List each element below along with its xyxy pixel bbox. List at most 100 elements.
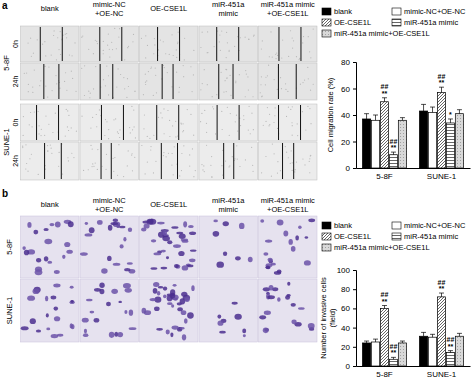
scratch-edge (216, 27, 217, 61)
image-speck (176, 57, 177, 58)
image-speck (47, 151, 48, 152)
scratch-image (21, 63, 80, 100)
error-bar (421, 332, 426, 336)
scratch-image (259, 26, 318, 62)
stained-cell (191, 285, 194, 291)
image-speck (275, 54, 276, 55)
scratch-edge (278, 27, 279, 61)
image-speck (51, 148, 52, 149)
tick: 40 (341, 111, 356, 120)
image-speck (143, 94, 144, 95)
image-speck (163, 133, 164, 134)
legend: blankmimic-NC+OE-NCOE-CSE1LmiR-451a mimi… (322, 7, 466, 38)
scratch-edge (239, 105, 240, 140)
invasion-image (21, 279, 80, 342)
column-header: blank (41, 200, 59, 209)
image-speck (302, 111, 303, 112)
image-speck (53, 35, 54, 36)
image-speck (288, 157, 289, 158)
stained-cell (99, 283, 104, 288)
image-speck (109, 49, 110, 50)
cell-line-label: 5-8F (2, 55, 11, 71)
annotations: ##**##**##*** (381, 73, 453, 151)
image-speck (212, 106, 213, 107)
stained-cell (62, 255, 65, 259)
image-speck (133, 34, 134, 35)
tick: 20 (341, 343, 356, 352)
image-speck (229, 165, 230, 166)
image-speck (226, 57, 227, 58)
stained-cell (182, 265, 189, 270)
image-speck (109, 56, 110, 57)
image-speck (74, 42, 75, 43)
image-speck (113, 171, 114, 172)
image-speck (206, 132, 207, 133)
image-speck (225, 80, 226, 81)
timepoint-label: 24h (12, 155, 19, 167)
image-speck (235, 82, 236, 83)
scratch-edge (123, 105, 124, 140)
image-speck (181, 153, 182, 154)
image-speck (165, 53, 166, 54)
image-speck (71, 71, 72, 72)
stained-cell (129, 327, 137, 330)
tick-mark (353, 62, 356, 63)
stained-cell (55, 222, 61, 228)
image-speck (200, 47, 201, 48)
image-speck (176, 72, 177, 73)
y-axis: 020406080100 (337, 266, 357, 371)
tick: SUNE-1 (427, 366, 457, 379)
image-speck (66, 33, 67, 34)
image-speck (171, 153, 172, 154)
image-speck (248, 39, 249, 40)
image-speck (31, 56, 32, 57)
image-speck (116, 48, 117, 49)
significance-mark: ** (391, 144, 397, 151)
scratch-edge (157, 27, 158, 61)
legend-label: blank (334, 221, 352, 230)
image-speck (240, 37, 241, 38)
image-speck (300, 84, 301, 85)
image-speck (115, 118, 116, 119)
image-speck (309, 108, 310, 109)
image-speck (130, 132, 131, 133)
image-speck (263, 125, 264, 126)
image-speck (285, 89, 286, 90)
image-speck (145, 35, 146, 36)
stained-cell (22, 246, 25, 250)
image-speck (313, 84, 314, 85)
image-speck (292, 125, 293, 126)
legend-swatch (392, 233, 401, 240)
scratch-edge (179, 27, 180, 61)
image-speck (114, 157, 115, 158)
image-speck (131, 155, 132, 156)
invasion-image (259, 279, 318, 342)
stained-cell (291, 303, 296, 307)
stained-cell (123, 237, 126, 241)
stained-cell (30, 318, 36, 324)
image-speck (32, 87, 33, 88)
bar-chart: blankmimic-NC+OE-NCOE-CSE1LmiR-451a mimi… (319, 221, 471, 379)
image-background (80, 279, 139, 342)
plot-marks (362, 293, 463, 366)
image-speck (307, 106, 308, 107)
stained-cell (263, 328, 269, 334)
image-speck (207, 52, 208, 53)
stained-cell (167, 294, 174, 297)
image-speck (118, 133, 119, 134)
image-speck (93, 166, 94, 167)
image-speck (116, 87, 117, 88)
scratch-edge (162, 64, 163, 99)
image-speck (160, 39, 161, 40)
y-axis: 020406080 (341, 58, 356, 173)
stained-cell (80, 252, 88, 255)
image-speck (207, 31, 208, 32)
axis-line (353, 63, 357, 169)
error-bar (439, 293, 444, 297)
image-speck (167, 110, 168, 111)
stained-cell (223, 251, 227, 256)
stained-cell (269, 285, 274, 290)
image-speck (88, 169, 89, 170)
image-speck (239, 74, 240, 75)
image-speck (237, 36, 238, 37)
